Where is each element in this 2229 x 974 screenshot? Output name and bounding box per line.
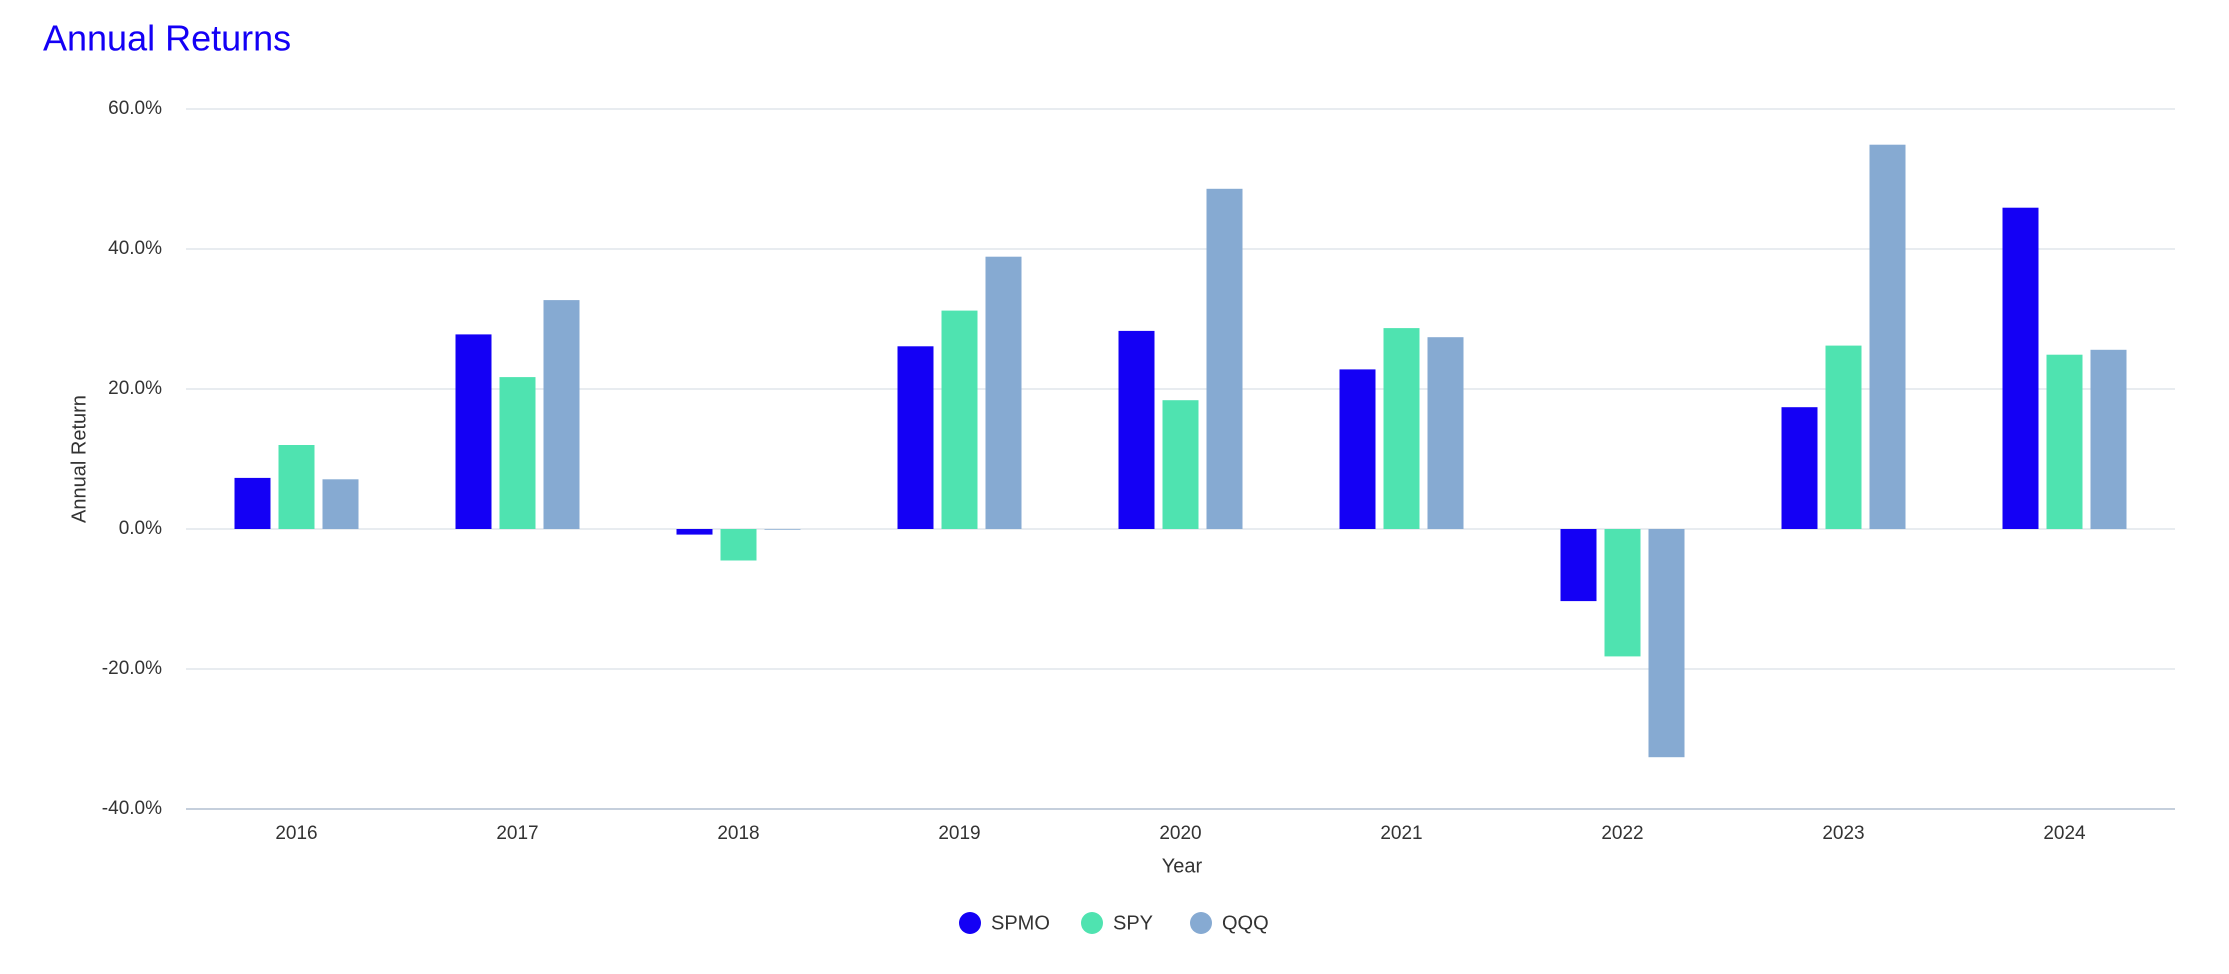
bar [2090,349,2127,529]
bar [897,346,934,529]
x-tick-label: 2016 [275,823,317,844]
legend-label[interactable]: QQQ [1222,912,1269,934]
y-tick-label: -20.0% [102,658,162,679]
legend-marker[interactable] [1081,912,1103,934]
bar [234,477,271,529]
y-axis-title: Annual Return [68,395,90,523]
bar [1781,407,1818,529]
y-tick-label: 0.0% [119,518,162,539]
bar [1427,337,1464,529]
x-tick-label: 2022 [1601,823,1643,844]
bar [1383,328,1420,529]
legend-marker[interactable] [1190,912,1212,934]
x-tick-label: 2020 [1159,823,1201,844]
bar [941,310,978,529]
x-tick-label: 2024 [2043,823,2086,844]
bar [543,300,580,529]
bar [1560,529,1597,602]
bar [764,529,801,530]
chart-title: Annual Returns [43,18,291,59]
y-tick-label: 20.0% [108,378,162,399]
x-tick-label: 2019 [938,823,980,844]
y-tick-label: -40.0% [102,798,162,819]
bar [1604,529,1641,657]
bar [1118,330,1155,529]
legend-label[interactable]: SPMO [991,912,1050,934]
bar [322,479,359,529]
bar [1825,345,1862,529]
bar [278,445,315,529]
x-tick-label: 2021 [1380,823,1422,844]
legend-marker[interactable] [959,912,981,934]
x-tick-label: 2023 [1822,823,1864,844]
bar [2002,207,2039,529]
bar [1648,529,1685,758]
legend-label[interactable]: SPY [1113,912,1153,934]
bar [985,256,1022,529]
bar [1869,144,1906,529]
bar [2046,354,2083,529]
y-tick-label: 40.0% [108,238,162,259]
bar [1339,369,1376,529]
bar [676,529,713,535]
y-tick-label: 60.0% [108,98,162,119]
x-tick-label: 2017 [496,823,538,844]
bar [1206,188,1243,530]
bar [455,334,492,529]
x-axis-title: Year [1162,855,1203,877]
bar [1162,400,1199,529]
bar [499,377,536,529]
x-tick-label: 2018 [717,823,759,844]
bar [720,529,757,561]
